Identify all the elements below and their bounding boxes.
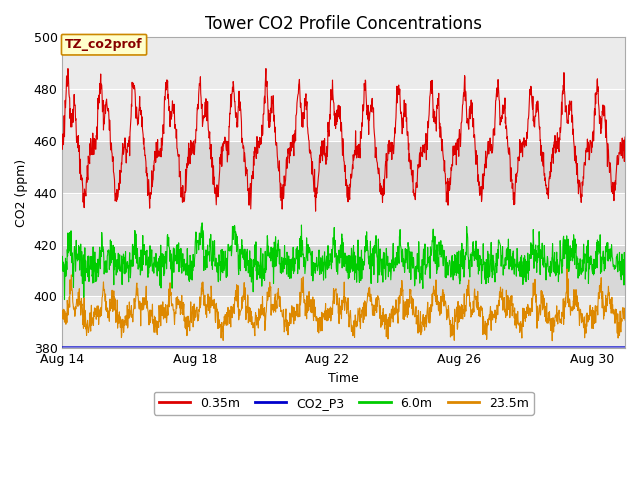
- Text: TZ_co2prof: TZ_co2prof: [65, 38, 143, 51]
- Bar: [63, 141, 625, 193]
- Y-axis label: CO2 (ppm): CO2 (ppm): [15, 159, 28, 227]
- Legend: 0.35m, CO2_P3, 6.0m, 23.5m: 0.35m, CO2_P3, 6.0m, 23.5m: [154, 392, 534, 415]
- X-axis label: Time: Time: [328, 372, 359, 384]
- Bar: [63, 245, 625, 296]
- Title: Tower CO2 Profile Concentrations: Tower CO2 Profile Concentrations: [205, 15, 482, 33]
